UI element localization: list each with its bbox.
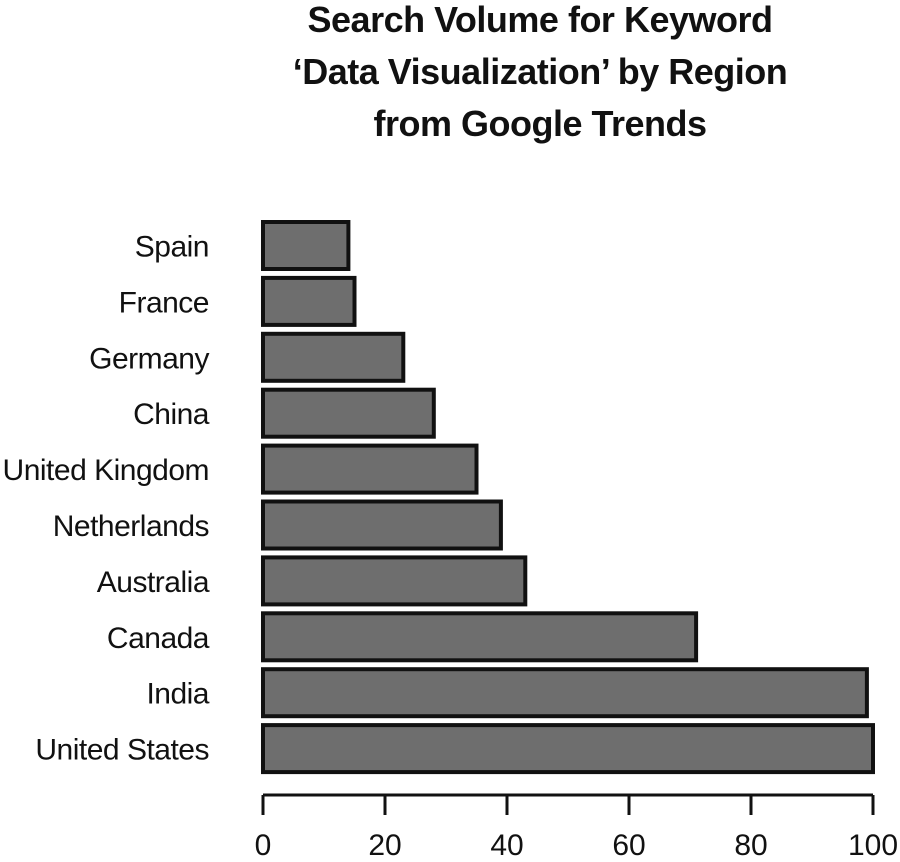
bar-australia: [261, 555, 528, 607]
category-label-india: India: [146, 678, 209, 711]
chart-title-line-1: Search Volume for Keyword: [308, 0, 773, 40]
category-label-united-states: United States: [35, 734, 209, 767]
bar-india: [261, 667, 869, 719]
x-tick-label-60: 60: [612, 829, 645, 862]
chart-title: Search Volume for Keyword ‘Data Visualiz…: [293, 0, 788, 144]
category-label-france: France: [119, 286, 209, 319]
category-label-united-kingdom: United Kingdom: [3, 454, 209, 487]
bar-united-kingdom: [261, 443, 479, 495]
chart-title-line-3: from Google Trends: [373, 103, 706, 144]
bar-france: [261, 275, 357, 327]
category-label-spain: Spain: [135, 231, 209, 264]
category-label-germany: Germany: [89, 342, 209, 375]
bar-canada: [261, 611, 699, 663]
x-axis: 0 20 40 60 80 100: [255, 793, 898, 862]
bar-china: [261, 387, 436, 439]
bar-spain: [261, 220, 351, 271]
bars-layer: [261, 220, 875, 775]
x-tick-label-0: 0: [255, 829, 272, 862]
x-tick-label-20: 20: [368, 829, 401, 862]
category-label-netherlands: Netherlands: [53, 510, 209, 543]
x-tick-label-80: 80: [734, 829, 767, 862]
x-tick-label-40: 40: [490, 829, 523, 862]
bar-netherlands: [261, 499, 503, 551]
x-tick-label-100: 100: [848, 829, 898, 862]
category-label-australia: Australia: [97, 566, 210, 599]
bar-germany: [261, 331, 406, 383]
chart-title-line-2: ‘Data Visualization’ by Region: [293, 51, 787, 92]
category-label-china: China: [133, 398, 210, 431]
bar-united-states: [261, 723, 875, 775]
category-label-canada: Canada: [107, 622, 210, 655]
category-labels: Spain France Germany China United Kingdom Net…: [3, 231, 211, 767]
